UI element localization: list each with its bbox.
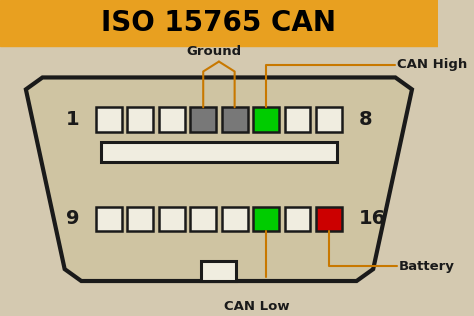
Text: CAN Low: CAN Low	[224, 300, 290, 313]
Bar	[128, 107, 154, 132]
Bar	[222, 207, 247, 231]
Bar	[316, 107, 342, 132]
Text: 9: 9	[66, 210, 80, 228]
Text: Battery: Battery	[399, 260, 455, 273]
Text: 8: 8	[358, 110, 372, 129]
Bar	[284, 107, 310, 132]
Bar	[128, 207, 154, 231]
Bar	[316, 207, 342, 231]
Bar	[100, 142, 337, 162]
Bar	[96, 107, 122, 132]
Bar	[190, 107, 216, 132]
Bar	[159, 107, 185, 132]
Text: Ground: Ground	[187, 45, 242, 58]
Bar	[0, 0, 438, 46]
Text: ISO 15765 CAN: ISO 15765 CAN	[101, 9, 337, 37]
Bar	[284, 207, 310, 231]
Text: 1: 1	[66, 110, 80, 129]
Bar	[253, 107, 279, 132]
Bar	[159, 207, 185, 231]
Bar	[96, 207, 122, 231]
Bar	[190, 207, 216, 231]
Bar	[201, 261, 237, 281]
Text: CAN High: CAN High	[397, 58, 467, 71]
Text: 16: 16	[358, 210, 386, 228]
Bar	[222, 107, 247, 132]
Polygon shape	[26, 77, 412, 281]
Bar	[253, 207, 279, 231]
